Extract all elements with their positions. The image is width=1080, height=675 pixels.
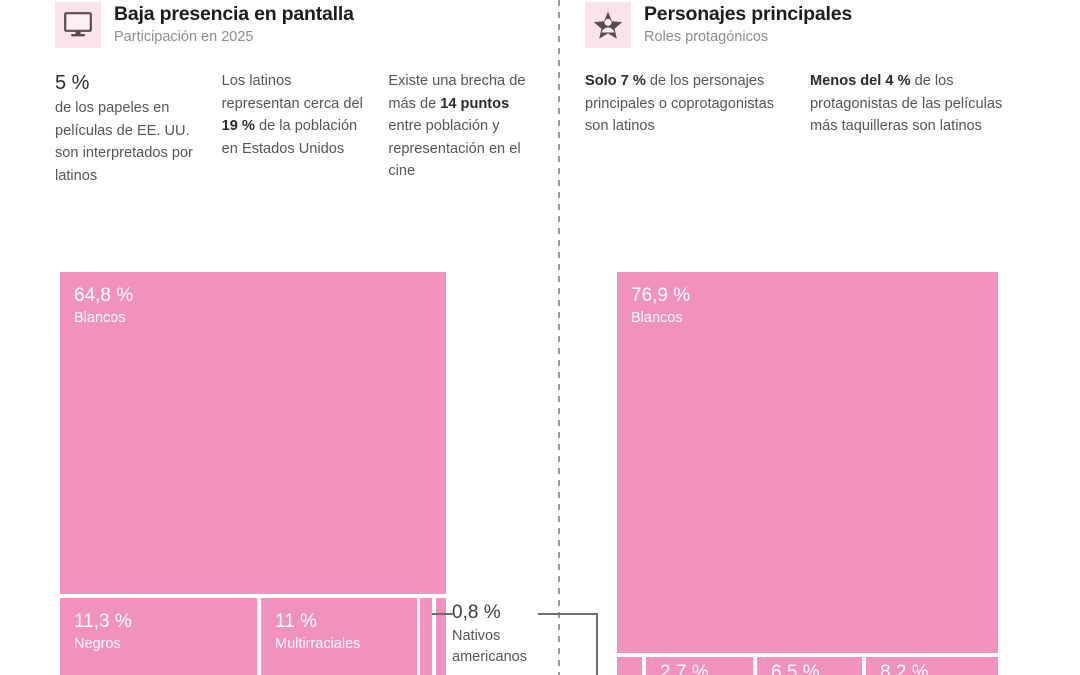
panel-left-title: Baja presencia en pantalla — [114, 3, 354, 25]
stat-left-1-text: de los papeles en películas de EE. UU. s… — [55, 100, 193, 184]
stat-left-3-text-after: entre población y representación en el c… — [388, 118, 521, 179]
callout-leader-right — [538, 613, 598, 615]
treemap-left-blancos-value: 64,8 % — [74, 285, 134, 306]
stat-left-3: Existe una brecha de más de 14 puntos en… — [388, 70, 555, 187]
stat-left-3-text-before: Existe una brecha de más de — [388, 73, 526, 112]
callout-nativos-americanos: 0,8 % Nativos americanos — [432, 600, 602, 675]
panel-left-header-text: Baja presencia en pantalla Participación… — [114, 2, 354, 47]
stat-left-1: 5 % de los papeles en películas de EE. UU… — [55, 70, 222, 187]
treemap-left-blancos-label: Blancos — [74, 310, 126, 326]
stat-right-2-highlight: Menos del 4 % — [810, 73, 911, 89]
callout-label: Nativos americanos — [452, 628, 527, 665]
treemap-left-cell-sliver-1[interactable] — [420, 598, 432, 675]
treemap-left-cell-negros[interactable]: 11,3 % Negros — [60, 598, 257, 675]
treemap-right-cell-b2[interactable]: 6,5 % — [757, 657, 862, 675]
treemap-right-blancos-value: 76,9 % — [631, 285, 691, 306]
panel-left-stats: 5 % de los papeles en películas de EE. UU… — [55, 70, 555, 187]
treemap-right-cell-blancos[interactable]: 76,9 % Blancos — [617, 272, 998, 653]
panel-left: Baja presencia en pantalla Participación… — [55, 0, 555, 187]
stat-left-2-highlight: 19 % — [221, 118, 255, 134]
panel-right-subtitle: Roles protagónicos — [644, 29, 769, 45]
star-person-icon — [585, 2, 631, 48]
treemap-left-cell-blancos[interactable]: 64,8 % Blancos — [60, 272, 446, 594]
stat-right-1-text: de los personajes principales o coprotag… — [585, 73, 775, 134]
panel-right-stats: Solo 7 % de los personajes principales o… — [585, 70, 1035, 138]
stat-right-2-text: de los protagonistas de las películas má… — [810, 73, 1003, 134]
panel-right: Personajes principales Roles protagónico… — [585, 0, 1035, 138]
treemap-right-b3-value: 8,2 % — [880, 662, 929, 675]
treemap-right-cell-b1[interactable]: 2,7 % — [646, 657, 753, 675]
panel-divider — [558, 0, 560, 675]
callout-leader-left — [432, 613, 454, 615]
panel-right-header: Personajes principales Roles protagónico… — [585, 0, 1035, 48]
stat-left-2-text-before: Los latinos representan cerca del — [221, 73, 363, 112]
stat-left-3-highlight: 14 puntos — [440, 95, 510, 112]
treemap-right-b2-value: 6,5 % — [771, 662, 820, 675]
treemap-right: 76,9 % Blancos 2,7 % 6,5 % 8,2 % — [617, 272, 998, 675]
callout-leader-vertical — [596, 613, 598, 675]
stat-left-2: Los latinos representan cerca del 19 % d… — [222, 70, 389, 187]
treemap-left-multirraciales-label: Multirraciales — [275, 636, 361, 652]
panel-left-header: Baja presencia en pantalla Participación… — [55, 0, 555, 48]
panel-right-header-text: Personajes principales Roles protagónico… — [644, 2, 852, 47]
panel-right-title: Personajes principales — [644, 3, 853, 25]
treemap-left-cell-multirraciales[interactable]: 11 % Multirraciales — [261, 598, 417, 675]
stat-left-2-text-after: de la población en Estados Unidos — [221, 118, 358, 157]
treemap-right-blancos-label: Blancos — [631, 310, 683, 326]
monitor-icon — [55, 2, 101, 48]
stat-right-1-highlight: Solo 7 % — [585, 73, 646, 89]
treemap-right-b1-value: 2,7 % — [660, 662, 709, 675]
treemap-left-negros-value: 11,3 % — [74, 611, 132, 632]
stat-left-1-value: 5 % — [55, 72, 90, 94]
treemap-left-negros-label: Negros — [74, 636, 121, 652]
stat-right-1: Solo 7 % de los personajes principales o… — [585, 70, 810, 138]
treemap-left-cell-nativos[interactable] — [436, 598, 446, 675]
treemap-left-multirraciales-value: 11 % — [275, 611, 317, 632]
panel-left-subtitle: Participación en 2025 — [114, 29, 254, 45]
treemap-right-cell-sliver[interactable] — [617, 657, 642, 675]
treemap-right-cell-b3[interactable]: 8,2 % — [866, 657, 998, 675]
stat-right-2: Menos del 4 % de los protagonistas de la… — [810, 70, 1035, 138]
treemap-left: 64,8 % Blancos 11,3 % Negros 11 % Multir… — [60, 272, 446, 675]
callout-value: 0,8 % — [452, 602, 501, 623]
